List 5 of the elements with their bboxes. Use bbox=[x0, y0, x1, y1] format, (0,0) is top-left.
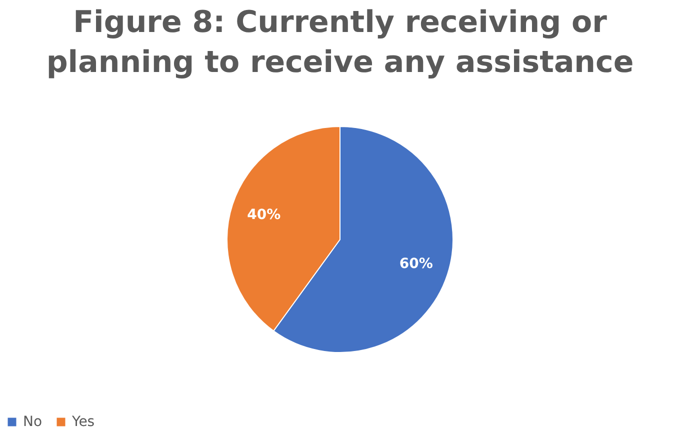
legend-label: Yes bbox=[71, 414, 95, 430]
data-label: 60% bbox=[399, 256, 433, 272]
chart-title: Figure 8: Currently receiving or planning to receive any assistance bbox=[46, 5, 634, 80]
data-label: 40% bbox=[247, 206, 281, 223]
legend-label: No bbox=[23, 414, 42, 430]
